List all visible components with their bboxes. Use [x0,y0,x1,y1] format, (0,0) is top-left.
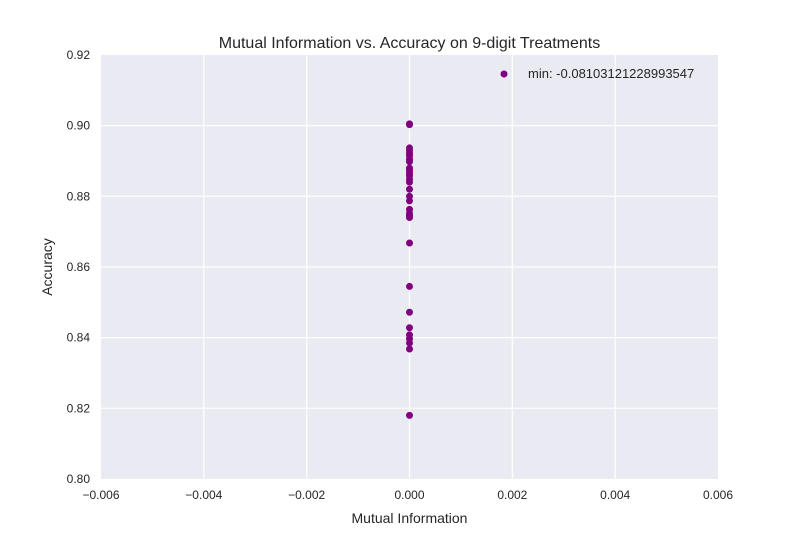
data-point [406,121,413,129]
data-point [406,214,413,222]
data-point [406,197,413,205]
chart-title: Mutual Information vs. Accuracy on 9-dig… [219,35,601,52]
x-axis-ticks: −0.006 −0.004 −0.002 0.000 0.002 0.004 0.006 [82,488,733,502]
data-point [406,178,413,186]
data-points [406,120,413,419]
data-point [406,185,413,193]
y-tick-label: 0.92 [67,48,91,62]
data-point [406,158,413,166]
x-tick-label: 0.004 [600,488,630,502]
y-tick-label: 0.88 [67,189,91,203]
data-point [406,339,413,347]
x-tick-label: 0.000 [394,488,424,502]
y-tick-label: 0.84 [67,331,91,345]
data-point [406,345,413,353]
legend-marker [500,70,508,78]
data-point [406,324,413,332]
x-tick-label: 0.002 [497,488,527,502]
y-axis-label: Accuracy [39,238,55,296]
legend: min: -0.08103121228993547 [500,66,694,81]
legend-label: min: -0.08103121228993547 [528,66,694,81]
y-axis-ticks: 0.80 0.82 0.84 0.86 0.88 0.90 0.92 [67,48,91,486]
data-point [406,239,413,247]
y-tick-label: 0.90 [67,119,91,133]
x-tick-label: −0.006 [82,488,119,502]
data-point [406,411,413,419]
x-tick-label: −0.004 [185,488,222,502]
y-tick-label: 0.82 [67,401,91,415]
data-point [406,308,413,316]
x-tick-label: −0.002 [288,488,325,502]
x-axis-label: Mutual Information [352,510,468,526]
y-tick-label: 0.80 [67,472,91,486]
data-point [406,282,413,290]
x-tick-label: 0.006 [703,488,733,502]
y-tick-label: 0.86 [67,260,91,274]
